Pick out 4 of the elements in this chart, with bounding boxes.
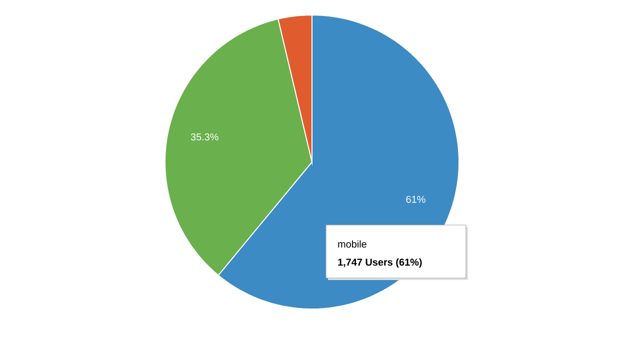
slice-label: mobile xyxy=(338,240,366,248)
data-label: 61% xyxy=(406,196,426,203)
data-label: 35.3% xyxy=(190,133,218,140)
text: 1,747 Users (61%) xyxy=(338,258,422,268)
